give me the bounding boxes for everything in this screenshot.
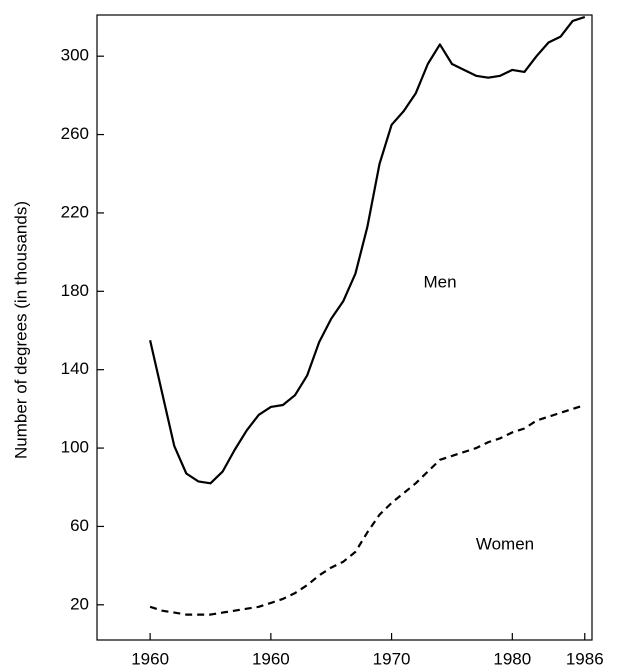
y-tick-label: 180 [61,281,89,300]
x-tick-label: 1970 [373,649,411,668]
y-tick-label: 300 [61,46,89,65]
y-tick-label: 100 [61,438,89,457]
y-tick-label: 140 [61,359,89,378]
y-tick-label: 260 [61,124,89,143]
x-tick-label: 1986 [566,649,604,668]
plot-frame [96,14,593,641]
x-tick-label: 1980 [493,649,531,668]
x-tick-label: 1960 [131,649,169,668]
y-tick-label: 20 [70,594,89,613]
line-series [149,15,586,485]
line-series [149,403,586,616]
annotation: Women [476,534,534,553]
y-axis-label: Number of degrees (in thousands) [11,201,30,459]
y-tick-label: 60 [70,516,89,535]
x-tick-label: 1960 [252,649,290,668]
y-tick-label: 220 [61,202,89,221]
annotation: Men [423,272,456,291]
